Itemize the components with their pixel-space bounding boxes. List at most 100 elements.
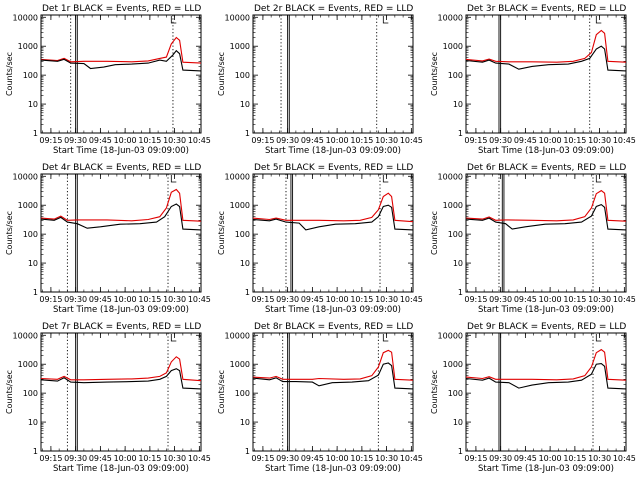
y-tick-label: 10 bbox=[240, 100, 250, 109]
x-tick-label: 09:45 bbox=[514, 295, 537, 304]
y-tick-label: 1000 bbox=[443, 360, 463, 369]
x-tick-label: 10:45 bbox=[613, 136, 636, 145]
lld-series-line bbox=[465, 189, 627, 222]
y-tick-label: 10000 bbox=[225, 172, 250, 181]
x-axis-label: Start Time (18-Jun-03 09:09:00) bbox=[265, 305, 401, 315]
interval-bracket bbox=[595, 16, 602, 24]
y-tick-label: 10000 bbox=[438, 172, 463, 181]
y-tick-label: 1000 bbox=[443, 42, 463, 51]
events-series-line bbox=[252, 204, 414, 231]
x-axis-label: Start Time (18-Jun-03 09:09:00) bbox=[478, 305, 614, 315]
x-tick-label: 09:45 bbox=[301, 136, 324, 145]
interval-bracket bbox=[382, 334, 389, 342]
y-tick-label: 10000 bbox=[438, 331, 463, 340]
y-axis-label: Counts/sec bbox=[217, 52, 226, 96]
x-axis-label: Start Time (18-Jun-03 09:09:00) bbox=[265, 146, 401, 156]
y-tick-label: 10 bbox=[453, 418, 463, 427]
y-tick-label: 10 bbox=[240, 259, 250, 268]
interval-bracket bbox=[595, 175, 602, 183]
x-tick-label: 09:30 bbox=[64, 295, 87, 304]
x-tick-label: 10:30 bbox=[588, 454, 611, 463]
x-tick-label: 09:45 bbox=[301, 295, 324, 304]
y-tick-label: 10000 bbox=[13, 13, 38, 22]
y-tick-label: 10000 bbox=[13, 331, 38, 340]
x-axis-label: Start Time (18-Jun-03 09:09:00) bbox=[478, 464, 614, 474]
x-tick-label: 10:30 bbox=[163, 295, 186, 304]
x-tick-label: 10:00 bbox=[326, 454, 349, 463]
y-tick-label: 100 bbox=[235, 389, 250, 398]
x-tick-label: 09:30 bbox=[489, 136, 512, 145]
events-series-line bbox=[40, 49, 202, 72]
plot-frame bbox=[465, 173, 627, 293]
x-tick-label: 09:45 bbox=[89, 454, 112, 463]
y-tick-label: 10000 bbox=[438, 13, 463, 22]
lld-series-line bbox=[252, 192, 414, 223]
y-tick-label: 100 bbox=[235, 230, 250, 239]
plot-frame bbox=[252, 332, 414, 452]
y-tick-label: 1000 bbox=[18, 42, 38, 51]
y-tick-label: 100 bbox=[23, 230, 38, 239]
y-tick-label: 100 bbox=[448, 389, 463, 398]
y-tick-label: 1 bbox=[33, 447, 38, 456]
panel-6: Det 6r BLACK = Events, RED = LLD 1 10 100 10… bbox=[430, 163, 636, 315]
events-series-line bbox=[40, 368, 202, 390]
y-axis-label: Counts/sec bbox=[217, 370, 226, 414]
y-tick-label: 1 bbox=[245, 129, 250, 138]
y-tick-label: 1 bbox=[245, 288, 250, 297]
y-tick-label: 100 bbox=[23, 71, 38, 80]
x-tick-label: 09:45 bbox=[89, 136, 112, 145]
panel-title: Det 9r BLACK = Events, RED = LLD bbox=[467, 322, 626, 332]
x-tick-label: 10:30 bbox=[375, 136, 398, 145]
interval-bracket bbox=[382, 16, 389, 24]
y-axis-label: Counts/sec bbox=[430, 211, 439, 255]
y-tick-label: 10000 bbox=[13, 172, 38, 181]
y-tick-label: 1 bbox=[458, 129, 463, 138]
plot-frame bbox=[252, 173, 414, 293]
y-tick-label: 100 bbox=[448, 71, 463, 80]
x-tick-label: 10:00 bbox=[539, 136, 562, 145]
x-tick-label: 10:45 bbox=[400, 295, 423, 304]
x-tick-label: 10:30 bbox=[163, 136, 186, 145]
y-tick-label: 100 bbox=[235, 71, 250, 80]
plot-frame bbox=[465, 332, 627, 452]
x-tick-label: 09:45 bbox=[514, 136, 537, 145]
events-series-line bbox=[465, 363, 627, 390]
y-axis-label: Counts/sec bbox=[5, 370, 14, 414]
x-tick-label: 10:30 bbox=[375, 454, 398, 463]
x-axis-label: Start Time (18-Jun-03 09:09:00) bbox=[478, 146, 614, 156]
x-tick-label: 10:15 bbox=[563, 454, 586, 463]
x-tick-label: 10:15 bbox=[350, 454, 373, 463]
y-tick-label: 100 bbox=[23, 389, 38, 398]
x-axis-label: Start Time (18-Jun-03 09:09:00) bbox=[53, 146, 189, 156]
y-tick-label: 1000 bbox=[230, 360, 250, 369]
lld-series-line bbox=[40, 356, 202, 382]
x-tick-label: 09:15 bbox=[39, 295, 62, 304]
y-axis-label: Counts/sec bbox=[5, 52, 14, 96]
x-tick-label: 10:45 bbox=[400, 454, 423, 463]
panel-title: Det 4r BLACK = Events, RED = LLD bbox=[42, 163, 201, 173]
x-tick-label: 10:45 bbox=[188, 295, 211, 304]
events-series-line bbox=[252, 362, 414, 390]
x-tick-label: 10:15 bbox=[138, 295, 161, 304]
x-tick-label: 10:00 bbox=[539, 454, 562, 463]
y-tick-label: 1000 bbox=[18, 360, 38, 369]
x-tick-label: 10:00 bbox=[114, 454, 137, 463]
y-tick-label: 10000 bbox=[225, 331, 250, 340]
panel-4: Det 4r BLACK = Events, RED = LLD 1 10 100 10… bbox=[5, 163, 211, 315]
panel-title: Det 3r BLACK = Events, RED = LLD bbox=[467, 4, 626, 14]
x-tick-label: 09:45 bbox=[514, 454, 537, 463]
y-axis-label: Counts/sec bbox=[5, 211, 14, 255]
y-tick-label: 1000 bbox=[230, 201, 250, 210]
y-tick-label: 1000 bbox=[443, 201, 463, 210]
x-tick-label: 09:45 bbox=[301, 454, 324, 463]
x-tick-label: 10:15 bbox=[563, 136, 586, 145]
x-tick-label: 10:15 bbox=[563, 295, 586, 304]
x-tick-label: 10:45 bbox=[613, 454, 636, 463]
x-axis-label: Start Time (18-Jun-03 09:09:00) bbox=[53, 305, 189, 315]
plot-frame bbox=[40, 14, 202, 134]
x-tick-label: 10:00 bbox=[326, 295, 349, 304]
x-tick-label: 10:30 bbox=[588, 295, 611, 304]
interval-bracket bbox=[170, 334, 177, 342]
panel-2: Det 2r BLACK = Events, RED = LLD 1 10 100 10… bbox=[217, 4, 423, 156]
x-axis-label: Start Time (18-Jun-03 09:09:00) bbox=[265, 464, 401, 474]
